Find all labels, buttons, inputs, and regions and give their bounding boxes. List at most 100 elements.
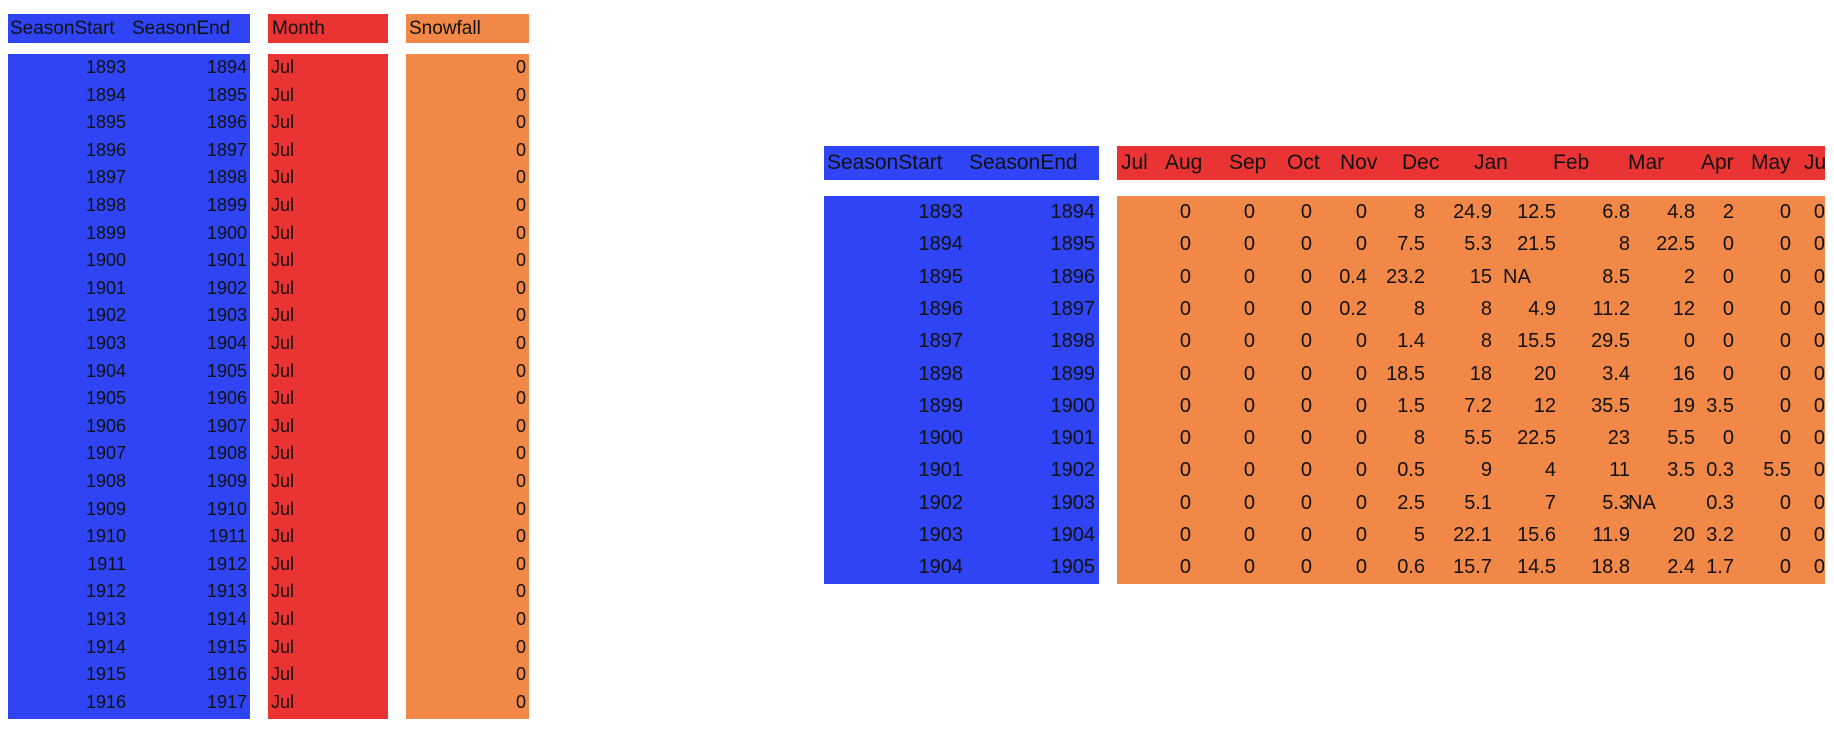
- season-start-cell: 1901: [918, 459, 964, 482]
- month-cell: Jul: [271, 609, 295, 629]
- wide-format-table: SeasonStart SeasonEnd Jul Aug Sep Oct Nov Dec…: [824, 146, 1825, 584]
- snowfall-value-cell: 22.5: [1517, 427, 1556, 450]
- long-month-row: Jul: [268, 468, 388, 496]
- month-cell: Jul: [271, 195, 295, 215]
- snowfall-cell: 0: [515, 581, 526, 602]
- snowfall-value-cell: 0: [1813, 265, 1825, 288]
- snowfall-value-cell: 29.5: [1591, 330, 1630, 353]
- month-cell: Jul: [271, 222, 295, 243]
- wide-season-row: 1904 1905: [824, 551, 1099, 583]
- snowfall-value-cell: 0: [1722, 265, 1734, 288]
- season-start-cell: 1913: [85, 609, 126, 629]
- long-season-row: 1911 1912: [8, 551, 250, 579]
- snowfall-value-cell: 8: [1413, 297, 1425, 320]
- snowfall-value-cell: 35.5: [1591, 394, 1630, 417]
- snowfall-value-cell: 0.4: [1339, 265, 1367, 288]
- snowfall-value-cell: 16: [1672, 362, 1695, 385]
- wide-season-row: 1897 1898: [824, 325, 1099, 357]
- snowfall-cell: 0: [515, 691, 526, 712]
- snowfall-value-cell: 15: [1469, 265, 1492, 288]
- snowfall-value-cell: 1.4: [1397, 330, 1425, 353]
- snowfall-value-cell: 0: [1813, 459, 1825, 482]
- snowfall-value-cell: 8: [1480, 330, 1492, 353]
- month-header: Oct: [1287, 151, 1320, 174]
- snowfall-cell: 0: [515, 277, 526, 298]
- snowfall-value-cell: 0: [1813, 233, 1825, 256]
- long-month-row: Jul: [268, 689, 388, 717]
- long-season-row: 1907 1908: [8, 440, 250, 468]
- month-cell: Jul: [271, 250, 295, 271]
- wide-season-row: 1898 1899: [824, 358, 1099, 390]
- snowfall-cell: 0: [515, 250, 526, 271]
- snowfall-value-cell: 3.5: [1667, 459, 1695, 482]
- snowfall-value-cell: 7: [1544, 491, 1556, 514]
- long-snowfall-row: 0: [406, 275, 529, 303]
- month-cell: Jul: [271, 112, 295, 133]
- snowfall-value-cell: 0: [1300, 491, 1312, 514]
- season-end-cell: 1898: [206, 167, 247, 188]
- snowfall-cell: 0: [515, 609, 526, 629]
- snowfall-value-cell: 23.2: [1386, 265, 1425, 288]
- long-season-column-block: 1893 1894 1894 1895 1895 1896 1896 1897 1897 1898…: [8, 54, 250, 719]
- wide-value-row: 0 0 0 0 1.5 7.2 12 35.5 19 3.5 0 0: [1117, 390, 1825, 422]
- snowfall-value-cell: 24.9: [1453, 201, 1492, 223]
- snowfall-value-cell: 0: [1300, 524, 1312, 546]
- long-snowfall-row: 0: [406, 551, 529, 579]
- long-snowfall-row: 0: [406, 192, 529, 220]
- long-month-row: Jul: [268, 247, 388, 275]
- snowfall-value-cell: 2.4: [1667, 556, 1695, 579]
- month-cell: Jul: [271, 664, 295, 685]
- snowfall-cell: 0: [515, 498, 526, 519]
- wide-value-row: 0 0 0 0.4 23.2 15 NA 8.5 2 0 0 0: [1117, 261, 1825, 293]
- snowfall-value-cell: 5.5: [1667, 427, 1695, 450]
- snowfall-cell: 0: [515, 526, 526, 547]
- season-end-cell: 1903: [1050, 491, 1096, 514]
- month-header: Aug: [1165, 151, 1203, 174]
- snowfall-value-cell: 4.8: [1667, 201, 1695, 223]
- long-season-row: 1910 1911: [8, 523, 250, 551]
- month-cell: Jul: [271, 84, 295, 105]
- month-header: May: [1751, 151, 1791, 174]
- season-end-cell: 1894: [206, 57, 247, 77]
- long-month-row: Jul: [268, 137, 388, 165]
- month-header: Mar: [1628, 151, 1665, 174]
- snowfall-value-cell: 22.1: [1453, 524, 1492, 546]
- long-month-row: Jul: [268, 661, 388, 689]
- month-cell: Jul: [271, 553, 295, 574]
- long-month-row: Jul: [268, 413, 388, 441]
- season-end-cell: 1901: [1050, 427, 1096, 450]
- snowfall-value-cell: 18.8: [1591, 556, 1630, 579]
- wide-value-row: 0 0 0 0 7.5 5.3 21.5 8 22.5 0 0 0: [1117, 228, 1825, 260]
- snowfall-value-cell: 0: [1779, 265, 1791, 288]
- wide-season-row: 1896 1897: [824, 293, 1099, 325]
- snowfall-value-cell: 0: [1722, 233, 1734, 256]
- season-end-cell: 1896: [206, 112, 247, 133]
- season-end-cell: 1899: [206, 195, 247, 215]
- season-end-cell: 1903: [206, 305, 247, 326]
- season-end-cell: 1905: [206, 360, 247, 381]
- season-start-cell: 1897: [85, 167, 126, 188]
- snowfall-value-cell: 11.2: [1592, 297, 1630, 320]
- wide-value-grid-block: 0 0 0 0 8 24.9 12.5 6.8 4.8 2 0 0 0 0 0 0 7.5 5.3 21.5 8 22.…: [1117, 196, 1825, 584]
- snowfall-value-cell: 5.1: [1464, 491, 1492, 514]
- snowfall-value-cell: 22.5: [1656, 233, 1695, 256]
- month-header: Sep: [1229, 151, 1267, 174]
- snowfall-value-cell: 0: [1243, 524, 1255, 546]
- snowfall-value-cell: 0: [1179, 459, 1191, 482]
- snowfall-value-cell: 0.3: [1706, 491, 1734, 514]
- season-start-cell: 1902: [918, 491, 964, 514]
- snowfall-value-cell: 11.9: [1592, 524, 1630, 546]
- snowfall-value-cell: 0: [1300, 459, 1312, 482]
- snowfall-value-cell: 0: [1683, 330, 1695, 353]
- snowfall-value-cell: 5.3: [1602, 491, 1630, 514]
- season-end-cell: 1915: [206, 636, 247, 657]
- snowfall-value-cell: 0: [1813, 330, 1825, 353]
- long-season-row: 1904 1905: [8, 358, 250, 386]
- snowfall-value-cell: 0: [1300, 427, 1312, 450]
- snowfall-value-cell: 0: [1179, 556, 1191, 579]
- long-snowfall-header-block: Snowfall: [406, 14, 529, 43]
- season-end-cell: 1896: [1050, 265, 1096, 288]
- month-cell: Jul: [271, 526, 295, 547]
- snowfall-value-cell: 0: [1300, 297, 1312, 320]
- long-season-row: 1905 1906: [8, 385, 250, 413]
